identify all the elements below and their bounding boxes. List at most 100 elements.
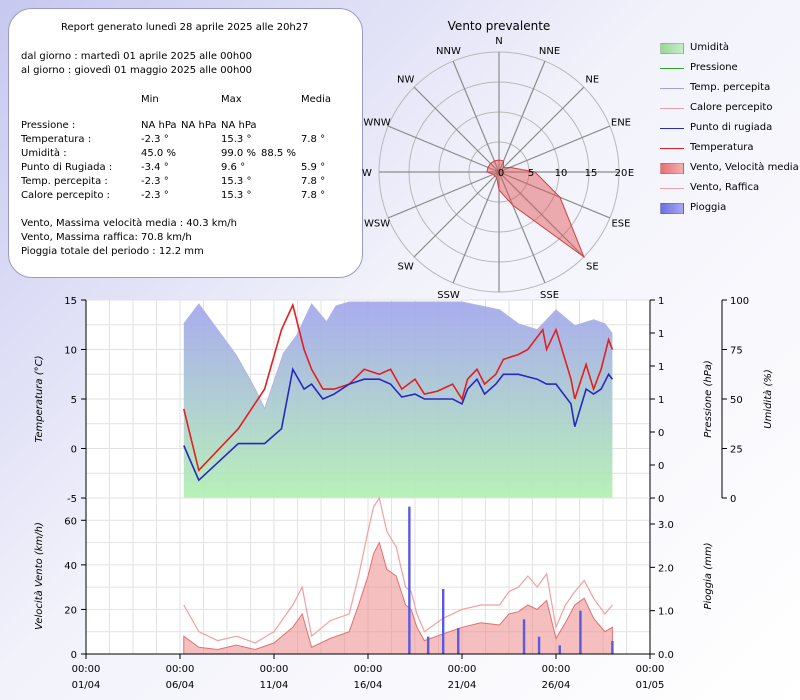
pressure-tick-label: 0 <box>658 428 664 439</box>
row-min: -2.3 ° <box>141 176 169 187</box>
rose-direction-label: SSW <box>437 290 460 301</box>
wind-rose-polygon <box>486 159 586 259</box>
rose-direction-label: ESE <box>611 219 630 230</box>
rose-spoke <box>498 171 611 219</box>
temp-tick-label: -5 <box>67 494 77 505</box>
x-tick-time: 00:00 <box>448 664 477 675</box>
row-max: NA hPa <box>181 120 217 131</box>
legend-swatch <box>660 188 684 189</box>
x-tick-date: 26/04 <box>542 680 571 691</box>
legend-item: Pioggia <box>660 200 798 220</box>
rain-bar <box>442 589 445 654</box>
legend-swatch <box>660 163 684 174</box>
legend-label: Pressione <box>690 62 738 73</box>
legend-label: Temp. percepita <box>690 82 771 93</box>
row-max: 15.3 ° <box>221 176 252 187</box>
wind-axis-label: Velocità Vento (km/h) <box>33 522 45 630</box>
temp-tick-label: 10 <box>64 346 77 357</box>
rose-spoke <box>387 171 500 219</box>
rain-bar <box>579 610 582 654</box>
legend-item: Vento, Raffica <box>660 180 798 200</box>
temperature-axis-label: Temperatura (°C) <box>34 356 45 443</box>
row-max: 15.3 ° <box>221 134 252 145</box>
rose-direction-label: W <box>362 168 372 179</box>
report-summary-box: Report generato lunedì 28 aprile 2025 al… <box>8 8 363 278</box>
wind-gust-max: Vento, Massima raffica: 70.8 km/h <box>21 232 192 243</box>
rose-spoke <box>452 60 500 173</box>
wind-tick-label: 0 <box>71 650 77 661</box>
row-label: Calore percepito : <box>21 190 110 201</box>
x-tick-time: 00:00 <box>166 664 195 675</box>
rose-radial-tick: 15 <box>585 168 598 179</box>
rain-bar <box>457 628 460 654</box>
row-max: 15.3 ° <box>221 190 252 201</box>
rose-spoke <box>498 60 546 173</box>
temp-tick-label: 5 <box>71 395 77 406</box>
humidity-tick-label: 25 <box>730 445 743 456</box>
legend: Umidità Pressione Temp. percepita Calore pe… <box>660 40 799 220</box>
x-tick-date: 06/04 <box>166 680 195 691</box>
wind-tick-label: 60 <box>64 516 77 527</box>
rose-spoke <box>413 171 500 258</box>
rose-direction-label: NW <box>397 75 414 86</box>
wind-avg-area <box>183 541 613 655</box>
row-min: NA hPa <box>141 120 177 131</box>
report-from: dal giorno : martedì 01 aprile 2025 alle… <box>21 51 252 62</box>
pressure-tick-label: 0 <box>658 461 664 472</box>
legend-label: Vento, Velocità media <box>690 162 799 173</box>
temp-tick-label: 15 <box>64 296 77 307</box>
rain-bar <box>537 636 541 654</box>
header-avg: Media <box>301 94 332 105</box>
legend-swatch <box>660 128 684 129</box>
wind-tick-label: 40 <box>64 561 77 572</box>
legend-label: Calore percepito <box>690 102 773 113</box>
humidity-tick-label: 75 <box>730 346 743 357</box>
x-tick-date: 11/04 <box>260 680 289 691</box>
row-avg: 7.8 ° <box>301 134 326 145</box>
humidity-tick-label: 0 <box>730 494 736 505</box>
wind-gust-line <box>183 496 613 644</box>
row-label: Pressione : <box>21 120 76 131</box>
legend-label: Vento, Raffica <box>690 182 760 193</box>
row-label: Punto di Rugiada : <box>21 162 113 173</box>
humidity-axis-label: Umidità (%) <box>762 369 774 429</box>
rain-total: Pioggia totale del periodo : 12.2 mm <box>21 246 204 257</box>
legend-item: Vento, Velocità media <box>660 160 799 180</box>
pressure-tick-label: 0 <box>658 494 664 505</box>
header-min: Min <box>141 94 159 105</box>
rain-bar <box>611 641 614 654</box>
humidity-tick-label: 50 <box>730 395 743 406</box>
rose-direction-label: ENE <box>611 117 631 128</box>
header-max: Max <box>221 94 242 105</box>
legend-item: Calore percepito <box>660 100 798 120</box>
rose-direction-label: SE <box>586 261 599 272</box>
rose-spoke <box>498 171 546 284</box>
rose-radial-tick: 10 <box>555 168 568 179</box>
legend-swatch <box>660 68 684 69</box>
legend-item: Umidità <box>660 40 798 60</box>
pressure-tick-label: 1 <box>658 395 664 406</box>
pressure-tick-label: 1 <box>658 329 664 340</box>
humidity-area <box>183 302 613 498</box>
legend-swatch <box>660 43 684 54</box>
x-tick-time: 00:00 <box>72 664 101 675</box>
temp-tick-label: 0 <box>71 445 77 456</box>
legend-item: Punto di rugiada <box>660 120 798 140</box>
rose-radial-tick: 5 <box>528 168 534 179</box>
rose-spoke <box>498 86 585 173</box>
rain-bar <box>522 619 526 654</box>
legend-swatch <box>660 88 684 89</box>
legend-label: Umidità <box>690 42 730 53</box>
legend-swatch <box>660 148 684 149</box>
rose-direction-label: NNW <box>436 46 461 57</box>
legend-item: Temp. percepita <box>660 80 798 100</box>
legend-swatch <box>660 108 684 109</box>
row-avg: 7.8 ° <box>301 190 326 201</box>
row-avg: 7.8 ° <box>301 176 326 187</box>
temperature-line <box>183 302 614 472</box>
rose-radial-tick: 20 <box>615 168 628 179</box>
rose-direction-label: WSW <box>364 219 390 230</box>
row-label: Temp. percepita : <box>21 176 108 187</box>
report-title: Report generato lunedì 28 aprile 2025 al… <box>61 22 309 33</box>
